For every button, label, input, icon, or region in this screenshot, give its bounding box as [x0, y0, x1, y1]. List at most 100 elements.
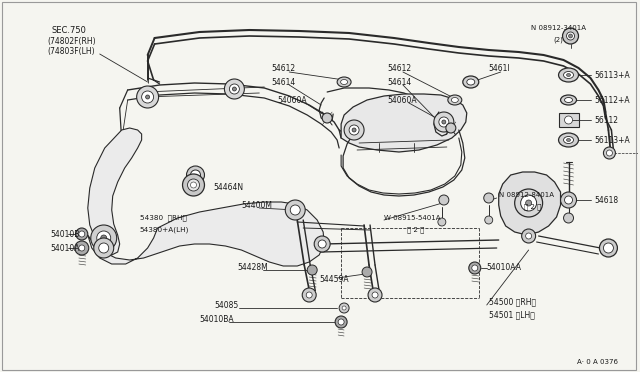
Circle shape	[600, 239, 618, 257]
Text: 54614: 54614	[387, 77, 412, 87]
Circle shape	[349, 125, 359, 135]
Text: SEC.750: SEC.750	[52, 26, 87, 35]
Circle shape	[561, 192, 577, 208]
Circle shape	[79, 245, 84, 251]
Circle shape	[564, 213, 573, 223]
Text: 54060A: 54060A	[387, 96, 417, 105]
Ellipse shape	[564, 97, 573, 103]
Circle shape	[522, 229, 536, 243]
Circle shape	[563, 28, 579, 44]
Ellipse shape	[559, 68, 579, 82]
Circle shape	[75, 241, 89, 255]
Circle shape	[146, 95, 150, 99]
Ellipse shape	[463, 76, 479, 88]
Text: 54380  〈RH〉: 54380 〈RH〉	[140, 215, 186, 221]
Circle shape	[442, 120, 446, 124]
Text: 54614: 54614	[271, 77, 296, 87]
Ellipse shape	[564, 71, 573, 78]
Circle shape	[335, 316, 347, 328]
Circle shape	[362, 267, 372, 277]
Circle shape	[525, 233, 532, 239]
Circle shape	[342, 306, 346, 310]
Text: (74802F(RH): (74802F(RH)	[47, 36, 95, 45]
Text: 54085: 54085	[214, 301, 239, 310]
Circle shape	[344, 120, 364, 140]
Circle shape	[141, 91, 154, 103]
Circle shape	[439, 117, 449, 127]
Circle shape	[182, 174, 204, 196]
Circle shape	[225, 79, 244, 99]
Text: 54010BA: 54010BA	[200, 315, 234, 324]
Circle shape	[291, 205, 300, 215]
Circle shape	[97, 231, 111, 245]
Text: 54459A: 54459A	[319, 276, 349, 285]
Circle shape	[607, 150, 612, 156]
Text: 56112: 56112	[595, 115, 618, 125]
Text: 54464N: 54464N	[214, 183, 244, 192]
Text: 56113+A: 56113+A	[595, 135, 630, 144]
Circle shape	[604, 147, 616, 159]
Text: N 08912-3401A: N 08912-3401A	[531, 25, 586, 31]
Text: 54400M: 54400M	[241, 201, 273, 209]
Text: 〈 2 〉: 〈 2 〉	[524, 204, 541, 210]
Circle shape	[318, 240, 326, 248]
Circle shape	[566, 32, 575, 40]
Ellipse shape	[337, 77, 351, 87]
Ellipse shape	[467, 79, 475, 85]
Circle shape	[137, 86, 159, 108]
Text: 〈 2 〉: 〈 2 〉	[407, 227, 424, 233]
Circle shape	[568, 34, 573, 38]
Circle shape	[434, 112, 454, 132]
Text: N 08912-8401A: N 08912-8401A	[499, 192, 554, 198]
Circle shape	[446, 123, 456, 133]
Ellipse shape	[566, 138, 570, 141]
Circle shape	[338, 319, 344, 325]
Circle shape	[302, 288, 316, 302]
Circle shape	[564, 196, 573, 204]
Circle shape	[339, 303, 349, 313]
Text: 54010A: 54010A	[50, 244, 79, 253]
Circle shape	[229, 84, 239, 94]
Text: 56112+A: 56112+A	[595, 96, 630, 105]
Polygon shape	[88, 128, 141, 255]
Text: 54612: 54612	[387, 64, 411, 73]
Circle shape	[100, 235, 107, 241]
Circle shape	[93, 238, 114, 258]
Ellipse shape	[564, 137, 573, 144]
Circle shape	[484, 193, 493, 203]
Text: 54612: 54612	[271, 64, 296, 73]
Text: 54501 〈LH〉: 54501 〈LH〉	[489, 311, 534, 320]
Text: 54500 〈RH〉: 54500 〈RH〉	[489, 298, 536, 307]
Text: (74803F(LH): (74803F(LH)	[47, 46, 95, 55]
Circle shape	[439, 195, 449, 205]
Text: 54010B: 54010B	[50, 230, 79, 238]
Circle shape	[76, 228, 88, 240]
Polygon shape	[88, 202, 324, 266]
Circle shape	[188, 179, 200, 191]
Circle shape	[472, 265, 478, 271]
Text: W 08915-5401A: W 08915-5401A	[384, 215, 440, 221]
Circle shape	[515, 189, 543, 217]
Text: 54428M: 54428M	[237, 263, 268, 273]
Ellipse shape	[451, 97, 458, 103]
Circle shape	[314, 236, 330, 252]
Circle shape	[232, 87, 236, 91]
Circle shape	[79, 231, 84, 237]
Ellipse shape	[566, 74, 570, 77]
Text: 54380+A(LH): 54380+A(LH)	[140, 227, 189, 233]
Circle shape	[372, 292, 378, 298]
Polygon shape	[341, 94, 467, 152]
Circle shape	[564, 116, 573, 124]
Text: 5461I: 5461I	[489, 64, 510, 73]
Circle shape	[285, 200, 305, 220]
Circle shape	[191, 170, 200, 180]
Ellipse shape	[340, 80, 348, 84]
Text: 54010AA: 54010AA	[487, 263, 522, 273]
Circle shape	[438, 218, 446, 226]
Text: (2): (2)	[554, 37, 563, 43]
Text: A· 0 A 0376: A· 0 A 0376	[577, 359, 618, 365]
Circle shape	[307, 265, 317, 275]
Circle shape	[521, 195, 536, 211]
Circle shape	[468, 262, 481, 274]
Bar	[559, 113, 579, 127]
